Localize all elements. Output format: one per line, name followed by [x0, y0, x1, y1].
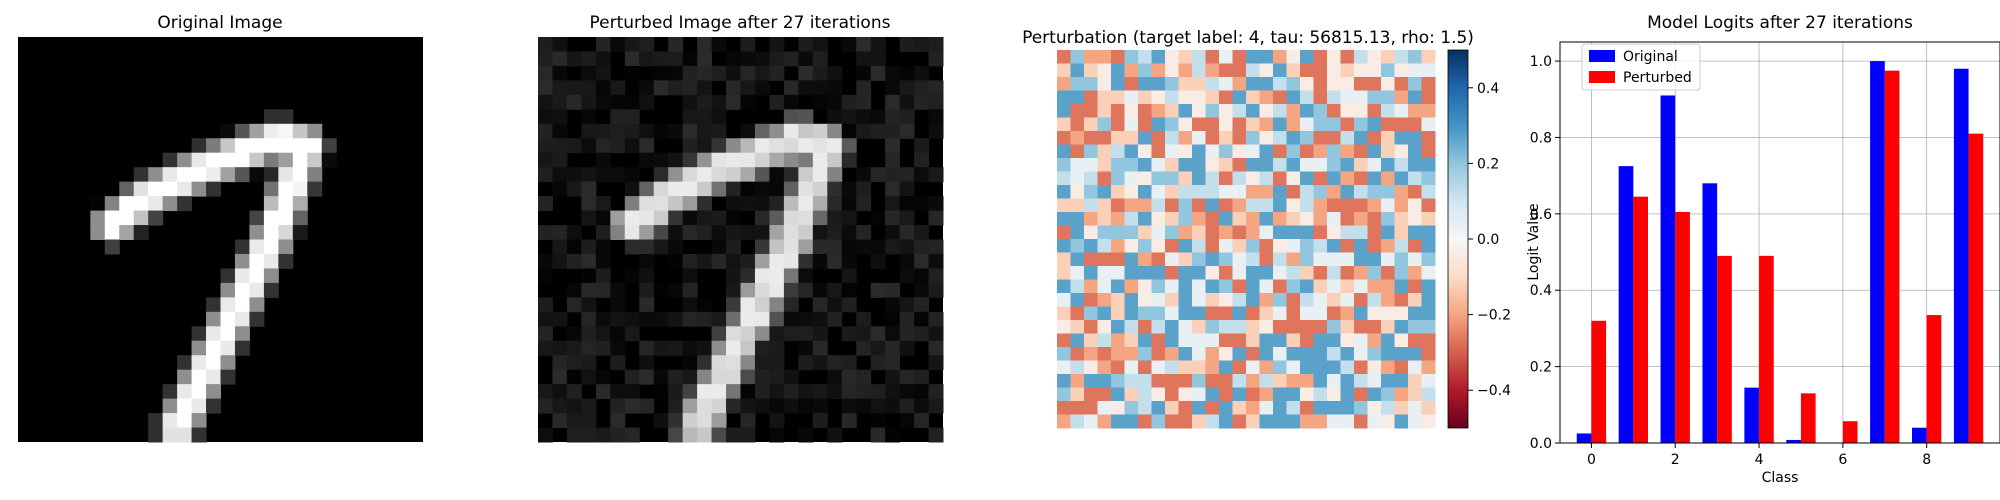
bar-perturbed-class-5 [1800, 393, 1816, 443]
colorbar-ticks: 0.4 0.2 0.0 −0.2 −0.4 [1468, 81, 1511, 399]
legend-label-original: Original [1623, 49, 1678, 65]
bar-original-class-3 [1702, 183, 1718, 444]
bar-original-class-8 [1912, 427, 1927, 443]
legend-swatch-perturbed [1589, 71, 1615, 83]
y-tick-label: 0.4 [1530, 283, 1552, 299]
y-axis-label: Logit Value [1526, 203, 1542, 280]
bar-original-class-9 [1953, 68, 1969, 443]
bar-original-class-2 [1660, 95, 1676, 443]
bar-original-class-7 [1870, 61, 1885, 443]
x-tick-label: 6 [1838, 452, 1847, 468]
colorbar-tick-label: 0.4 [1477, 81, 1499, 97]
chart-bars [1576, 61, 1984, 444]
chart-legend: Original Perturbed [1581, 43, 1701, 91]
bar-perturbed-class-2 [1675, 211, 1690, 443]
x-axis-label: Class [1762, 470, 1799, 486]
logits-chart-title: Model Logits after 27 iterations [1647, 13, 1913, 33]
chart-frame [1559, 41, 2000, 444]
perturbation-panel: Perturbation (target label: 4, tau: 5681… [1022, 28, 1511, 429]
colorbar-tick-label: 0.2 [1477, 156, 1499, 172]
bar-original-class-5 [1786, 439, 1801, 443]
bar-original-class-1 [1618, 166, 1634, 443]
y-tick-label: 0.0 [1530, 436, 1552, 452]
original-image [18, 37, 423, 443]
x-tick-label: 8 [1922, 452, 1931, 468]
bar-perturbed-class-1 [1633, 196, 1648, 443]
colorbar-tick-label: −0.4 [1477, 383, 1511, 399]
y-tick-label: 0.8 [1530, 130, 1552, 146]
bar-perturbed-class-4 [1759, 255, 1774, 443]
colorbar-tick-label: −0.2 [1477, 308, 1511, 324]
x-tick-label: 0 [1587, 452, 1596, 468]
y-tick-label: 0.6 [1530, 207, 1552, 223]
original-image-title: Original Image [157, 13, 282, 33]
y-tick-label: 0.2 [1530, 360, 1552, 376]
chart-y-ticks: 0.0 0.2 0.4 0.6 0.8 1.0 [1530, 54, 1560, 452]
colorbar [1447, 49, 1469, 429]
original-image-panel: Original Image [18, 13, 423, 443]
bar-perturbed-class-9 [1968, 133, 1984, 443]
y-tick-label: 1.0 [1530, 54, 1552, 70]
bar-perturbed-class-8 [1926, 315, 1942, 443]
perturbed-image [538, 37, 944, 443]
perturbed-image-panel: Perturbed Image after 27 iterations [538, 13, 944, 443]
bar-perturbed-class-7 [1884, 70, 1900, 443]
logits-chart: Model Logits after 27 iterations 0 2 4 6 8 0… [1526, 13, 2000, 486]
bar-perturbed-class-6 [1842, 421, 1858, 443]
bar-original-class-4 [1744, 387, 1760, 443]
x-tick-label: 2 [1671, 452, 1680, 468]
bar-original-class-0 [1576, 433, 1592, 443]
colorbar-tick-label: 0.0 [1477, 232, 1499, 248]
legend-swatch-original [1589, 50, 1615, 62]
perturbation-heatmap [1057, 50, 1436, 429]
chart-x-ticks: 0 2 4 6 8 [1587, 443, 1931, 468]
perturbation-title: Perturbation (target label: 4, tau: 5681… [1022, 28, 1474, 48]
bar-perturbed-class-3 [1717, 255, 1732, 443]
x-tick-label: 4 [1755, 452, 1764, 468]
perturbed-image-title: Perturbed Image after 27 iterations [590, 13, 891, 33]
legend-label-perturbed: Perturbed [1623, 70, 1692, 86]
bar-perturbed-class-0 [1591, 320, 1607, 443]
